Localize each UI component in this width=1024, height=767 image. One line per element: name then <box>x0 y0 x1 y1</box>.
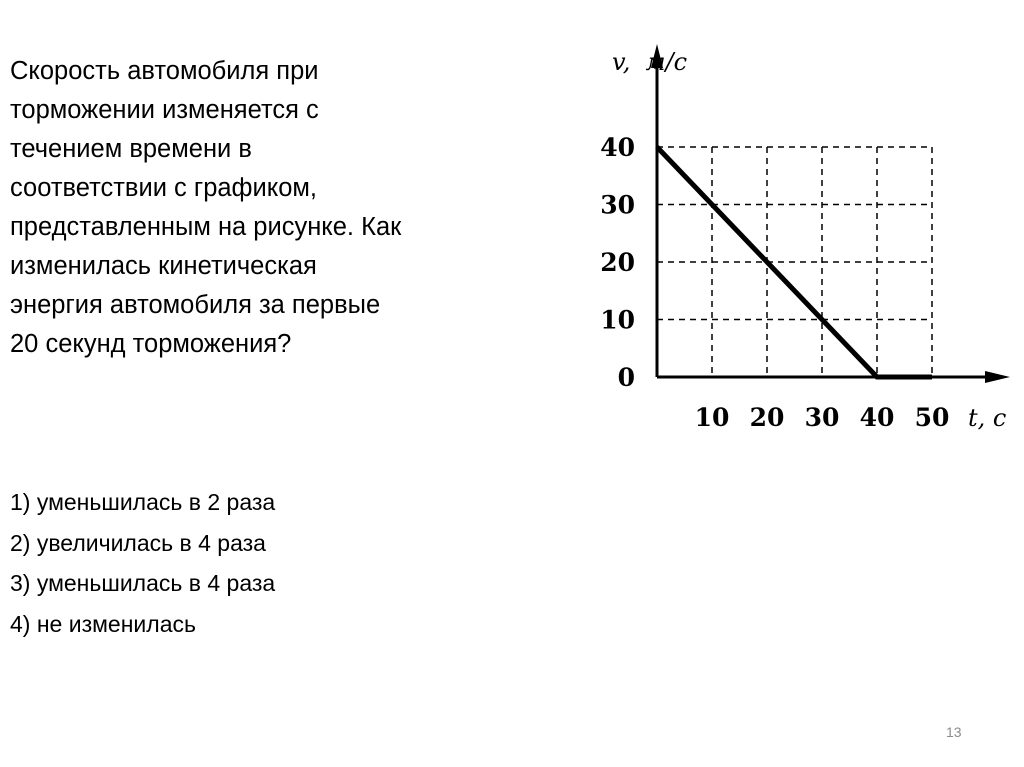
x-tick-label: 20 <box>750 403 785 432</box>
y-tick-label: 10 <box>600 306 635 335</box>
y-axis-arrow-icon <box>651 44 663 68</box>
question-line: энергия автомобиля за первые <box>10 291 381 319</box>
y-tick-label: 0 <box>618 363 635 392</box>
question-line: изменилась кинетическая <box>10 252 317 280</box>
answer-option-3: 3) уменьшилась в 4 раза <box>10 570 276 596</box>
axes <box>651 44 1010 383</box>
grid <box>657 146 933 377</box>
answer-option-2: 2) увеличилась в 4 раза <box>10 529 266 556</box>
answer-options: 1) уменьшилась в 2 раза 2) увеличилась в… <box>10 482 275 644</box>
page-number: 13 <box>946 724 962 740</box>
x-axis-label: t, c <box>968 404 1006 432</box>
x-tick-label: 10 <box>695 403 730 432</box>
y-tick-label: 20 <box>600 248 635 277</box>
y-tick-label: 40 <box>600 133 635 162</box>
y-tick-label: 30 <box>600 191 635 220</box>
question-line: 20 секунд торможения? <box>10 330 292 358</box>
question-line: течением времени в <box>10 135 252 163</box>
answer-option-1: 1) уменьшилась в 2 раза <box>10 489 276 515</box>
question-line: соответствии с графиком, <box>10 174 318 202</box>
question-line: представленным на рисунке. Как <box>10 213 402 241</box>
y-axis-label: v, м/c <box>612 48 687 76</box>
question-line: Скорость автомобиля при <box>10 57 319 85</box>
series-line <box>655 145 932 380</box>
x-tick-label: 30 <box>805 403 840 432</box>
x-tick-label: 50 <box>915 403 950 432</box>
question-line: торможении изменяется с <box>10 96 319 124</box>
question-text: Скорость автомобиля при торможении измен… <box>10 52 590 364</box>
answer-option-4: 4) не изменилась <box>10 610 196 637</box>
x-tick-label: 40 <box>860 403 895 432</box>
x-axis-arrow-icon <box>985 371 1010 383</box>
